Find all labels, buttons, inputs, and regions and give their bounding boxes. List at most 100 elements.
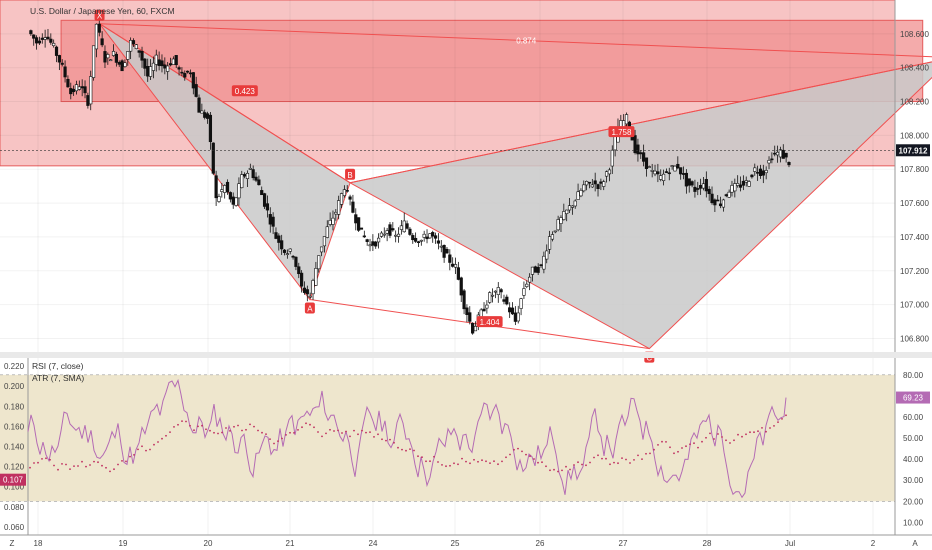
candle-body <box>197 97 201 113</box>
candle-body <box>268 214 272 225</box>
point-B-badge[interactable] <box>345 168 356 180</box>
candle-body <box>297 266 301 275</box>
candle-body <box>194 84 198 97</box>
candle-body <box>337 200 341 215</box>
candle-body <box>280 240 284 250</box>
atr-dot <box>697 446 699 449</box>
point-X-badge[interactable] <box>94 9 105 21</box>
candle-body <box>667 172 671 175</box>
rsi-line[interactable] <box>27 378 787 499</box>
candle-body <box>653 170 657 175</box>
atr-tick-label: 0.100 <box>4 483 25 492</box>
candle-body <box>433 235 438 239</box>
atr-dot <box>49 458 51 461</box>
candle-body <box>260 190 264 196</box>
candle-body <box>305 289 309 295</box>
candle-body <box>94 23 99 50</box>
candle-body <box>371 241 375 246</box>
candle-body <box>382 233 386 236</box>
candle-body <box>442 244 446 258</box>
candle-body <box>453 264 458 268</box>
rsi-tick-label: 80.00 <box>903 371 924 380</box>
candle-body <box>761 170 765 176</box>
candle-body <box>86 95 90 106</box>
candle-body <box>399 225 403 230</box>
candle-body <box>456 267 460 280</box>
atr-dot <box>773 425 775 427</box>
atr-value: 0.107 <box>3 476 24 485</box>
atr-dot <box>301 426 303 429</box>
candle-body <box>533 266 537 273</box>
pattern-line-xb[interactable] <box>99 23 351 184</box>
candle-body <box>684 172 688 187</box>
candle-body <box>570 205 574 208</box>
candle-body <box>499 289 503 293</box>
atr-tick-label: 0.060 <box>4 523 25 532</box>
atr-dot <box>601 457 603 460</box>
candle-body <box>582 184 586 192</box>
ratio-label: 1.404 <box>480 318 501 327</box>
atr-dot <box>641 458 643 460</box>
pane-separator[interactable] <box>0 352 932 358</box>
candle-body <box>177 67 181 70</box>
atr-dot <box>281 437 283 440</box>
atr-dot <box>417 455 419 458</box>
zone-inner[interactable] <box>60 19 924 103</box>
rsi-legend[interactable]: RSI (7, close) <box>32 361 84 371</box>
atr-dot <box>349 435 351 438</box>
candle-body <box>317 255 321 270</box>
atr-dot <box>81 460 83 463</box>
atr-dot <box>333 430 335 432</box>
atr-dot <box>89 464 91 466</box>
candle-body <box>419 239 423 242</box>
price-tick-label: 108.600 <box>900 30 929 39</box>
atr-dot <box>169 431 171 433</box>
atr-dot <box>321 435 323 438</box>
candle-body <box>624 114 629 125</box>
atr-dot <box>669 446 671 449</box>
candle-body <box>308 295 312 298</box>
atr-dot <box>73 465 75 467</box>
candle-body <box>163 64 167 69</box>
candle-body <box>282 249 287 253</box>
atr-dot <box>449 464 451 467</box>
candle-body <box>408 228 412 235</box>
candle-body <box>587 181 592 184</box>
candle-body <box>528 276 532 283</box>
candle-body <box>186 70 190 73</box>
atr-dot <box>425 460 427 463</box>
candle-body <box>508 307 512 313</box>
atr-dot <box>573 464 575 466</box>
atr-dot <box>729 442 731 444</box>
candle-body <box>673 165 677 172</box>
ratio-badge[interactable] <box>476 316 503 328</box>
ratio-badge[interactable] <box>608 126 635 138</box>
atr-dot <box>673 452 675 455</box>
atr-dot <box>269 438 271 440</box>
atr-dot <box>473 458 475 461</box>
price-tick-label: 107.200 <box>900 267 929 276</box>
candle-body <box>254 176 258 181</box>
atr-dot <box>413 449 415 452</box>
pattern-line-bd[interactable] <box>349 58 932 184</box>
candle-body <box>243 174 247 177</box>
atr-dot <box>201 424 203 427</box>
candle-body <box>411 235 415 241</box>
atr-dot <box>105 466 107 469</box>
ratio-badge[interactable] <box>231 85 258 97</box>
atr-dot <box>389 438 391 441</box>
point-C-label: C <box>646 354 652 363</box>
atr-dot <box>77 465 79 467</box>
atr-dot <box>161 437 163 440</box>
candle-body <box>46 36 50 40</box>
atr-dot <box>297 429 299 431</box>
atr-legend[interactable]: ATR (7, SMA) <box>32 373 84 383</box>
pattern-line-xd[interactable] <box>99 23 932 58</box>
candle-body <box>66 78 70 88</box>
time-tick-label: 26 <box>536 539 545 548</box>
atr-dot <box>125 460 127 463</box>
point-A-badge[interactable] <box>304 302 315 314</box>
candle-body <box>391 228 395 231</box>
